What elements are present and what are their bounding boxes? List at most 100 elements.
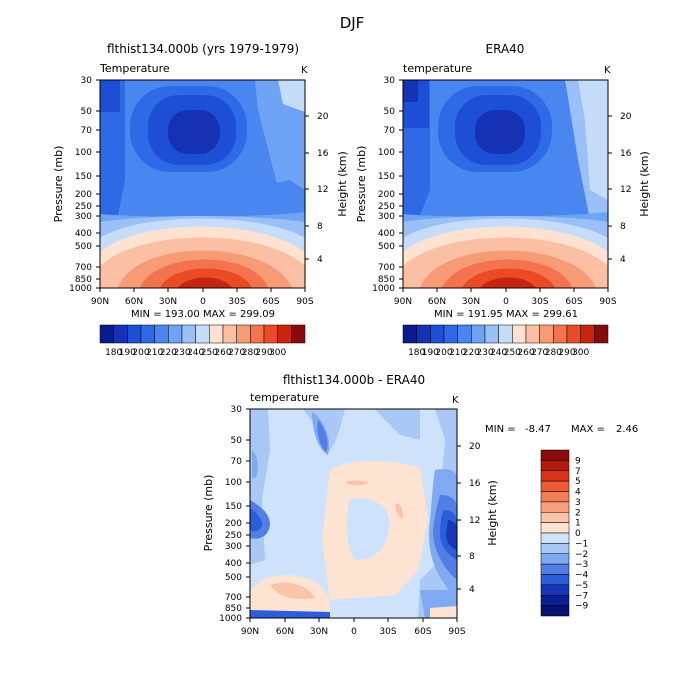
contour-field (403, 80, 608, 288)
y-tick-label: 70 (231, 457, 243, 467)
colorbar-swatch (580, 324, 595, 344)
y2-tick-label: 12 (469, 516, 480, 526)
colorbar-swatch (484, 324, 499, 344)
y2-tick-label: 16 (317, 149, 329, 159)
x-axis: 90N 60N 30N 0 30S 60S 90S (91, 288, 314, 307)
colorbar-swatch (540, 522, 570, 534)
y-tick-label: 500 (378, 242, 395, 252)
y-tick-label: 200 (75, 190, 92, 200)
y-tick-label: 850 (225, 604, 242, 614)
y-axis-label: Pressure (mb) (202, 475, 215, 552)
colorbar-swatch (250, 324, 265, 344)
units-label: K (301, 65, 308, 76)
colorbar-label: 270 (228, 348, 245, 358)
colorbar-swatch (540, 491, 570, 503)
colorbar-label: 3 (575, 498, 581, 508)
y-tick-label: 300 (225, 542, 242, 552)
panel-title: flthist134.000b - ERA40 (283, 373, 425, 387)
colorbar-label: 9 (575, 456, 581, 466)
y-tick-label: 1000 (219, 614, 242, 624)
colorbar-swatch (416, 324, 431, 344)
colorbar-swatch (553, 324, 568, 344)
figure-title: DJF (340, 14, 365, 32)
colorbar-swatch (540, 501, 570, 513)
colorbar-label: 230 (476, 348, 493, 358)
y2-tick-label: 4 (317, 255, 323, 265)
x-tick-label: 30S (531, 297, 548, 307)
colorbar-label: 5 (575, 477, 581, 487)
y2-tick-label: 8 (620, 222, 626, 232)
y2-tick-label: 20 (317, 112, 329, 122)
y-tick-label: 200 (225, 519, 242, 529)
y2-tick-label: 8 (317, 222, 323, 232)
y2-tick-label: 16 (620, 149, 632, 159)
colorbar-label: −7 (575, 591, 588, 601)
y2-axis: 20 16 12 8 4 (305, 112, 329, 265)
colorbar-swatch (291, 324, 306, 344)
colorbar-swatch (540, 532, 570, 544)
x-tick-label: 0 (351, 627, 357, 637)
colorbar-label: 210 (146, 348, 163, 358)
colorbar-swatch (195, 324, 210, 344)
colorbar-swatch (539, 324, 554, 344)
x-tick-label: 30N (310, 627, 328, 637)
colorbar-swatch (443, 324, 458, 344)
colorbar-label: 230 (173, 348, 190, 358)
y2-tick-label: 4 (469, 585, 475, 595)
y-tick-label: 200 (378, 190, 395, 200)
colorbar-swatch (540, 574, 570, 586)
colorbar-label: 290 (558, 348, 575, 358)
colorbar-label: 220 (463, 348, 480, 358)
colorbar-label: 240 (187, 348, 204, 358)
panel-title: ERA40 (486, 42, 525, 56)
x-tick-label: 60N (276, 627, 294, 637)
y2-tick-label: 12 (317, 185, 328, 195)
y-tick-label: 400 (75, 229, 92, 239)
colorbar-label: 200 (435, 348, 452, 358)
colorbar-label: 240 (490, 348, 507, 358)
colorbar-label: 260 (517, 348, 534, 358)
y-axis-label: Pressure (mb) (355, 146, 368, 223)
colorbar-swatch (209, 324, 224, 344)
colorbar-swatch (154, 324, 169, 344)
y-tick-label: 400 (225, 559, 242, 569)
units-label: K (604, 65, 611, 76)
colorbar-label: 7 (575, 467, 581, 477)
colorbar-swatch (540, 553, 570, 565)
y-tick-label: 250 (75, 202, 92, 212)
colorbar-label: 270 (531, 348, 548, 358)
field-label: temperature (403, 62, 472, 75)
y-axis-label: Pressure (mb) (52, 146, 65, 223)
x-tick-label: 90N (394, 297, 412, 307)
colorbar-label: −4 (575, 571, 589, 581)
colorbar-swatch (471, 324, 486, 344)
y2-axis-label: Height (km) (486, 480, 499, 546)
x-axis: 90N 60N 30N 0 30S 60S 90S (241, 618, 466, 637)
y-tick-label: 30 (231, 405, 243, 415)
colorbar-swatch (263, 324, 278, 344)
x-tick-label: 60S (414, 627, 431, 637)
colorbar-swatch (402, 324, 417, 344)
colorbar-label: −3 (575, 560, 588, 570)
colorbar-label: 300 (269, 348, 286, 358)
y-tick-label: 700 (378, 263, 395, 273)
colorbar-label: −2 (575, 550, 588, 560)
y2-tick-label: 8 (469, 552, 475, 562)
colorbar-label: 220 (160, 348, 177, 358)
min-value: -8.47 (525, 424, 551, 435)
y2-axis-label: Height (km) (638, 151, 651, 217)
y-tick-label: 1000 (69, 284, 92, 294)
colorbar-swatch (540, 480, 570, 492)
min-label: MIN = (485, 424, 516, 435)
colorbar-label: 250 (504, 348, 521, 358)
y2-axis: 20 16 12 8 4 (457, 442, 481, 595)
y-tick-label: 700 (75, 263, 92, 273)
colorbar-label: 0 (575, 529, 581, 539)
y-tick-label: 1000 (372, 284, 395, 294)
panel-era40: ERA40 temperature K 30 50 (355, 42, 651, 358)
colorbar-swatch (594, 324, 609, 344)
x-tick-label: 90N (91, 297, 109, 307)
colorbar-swatch (222, 324, 237, 344)
